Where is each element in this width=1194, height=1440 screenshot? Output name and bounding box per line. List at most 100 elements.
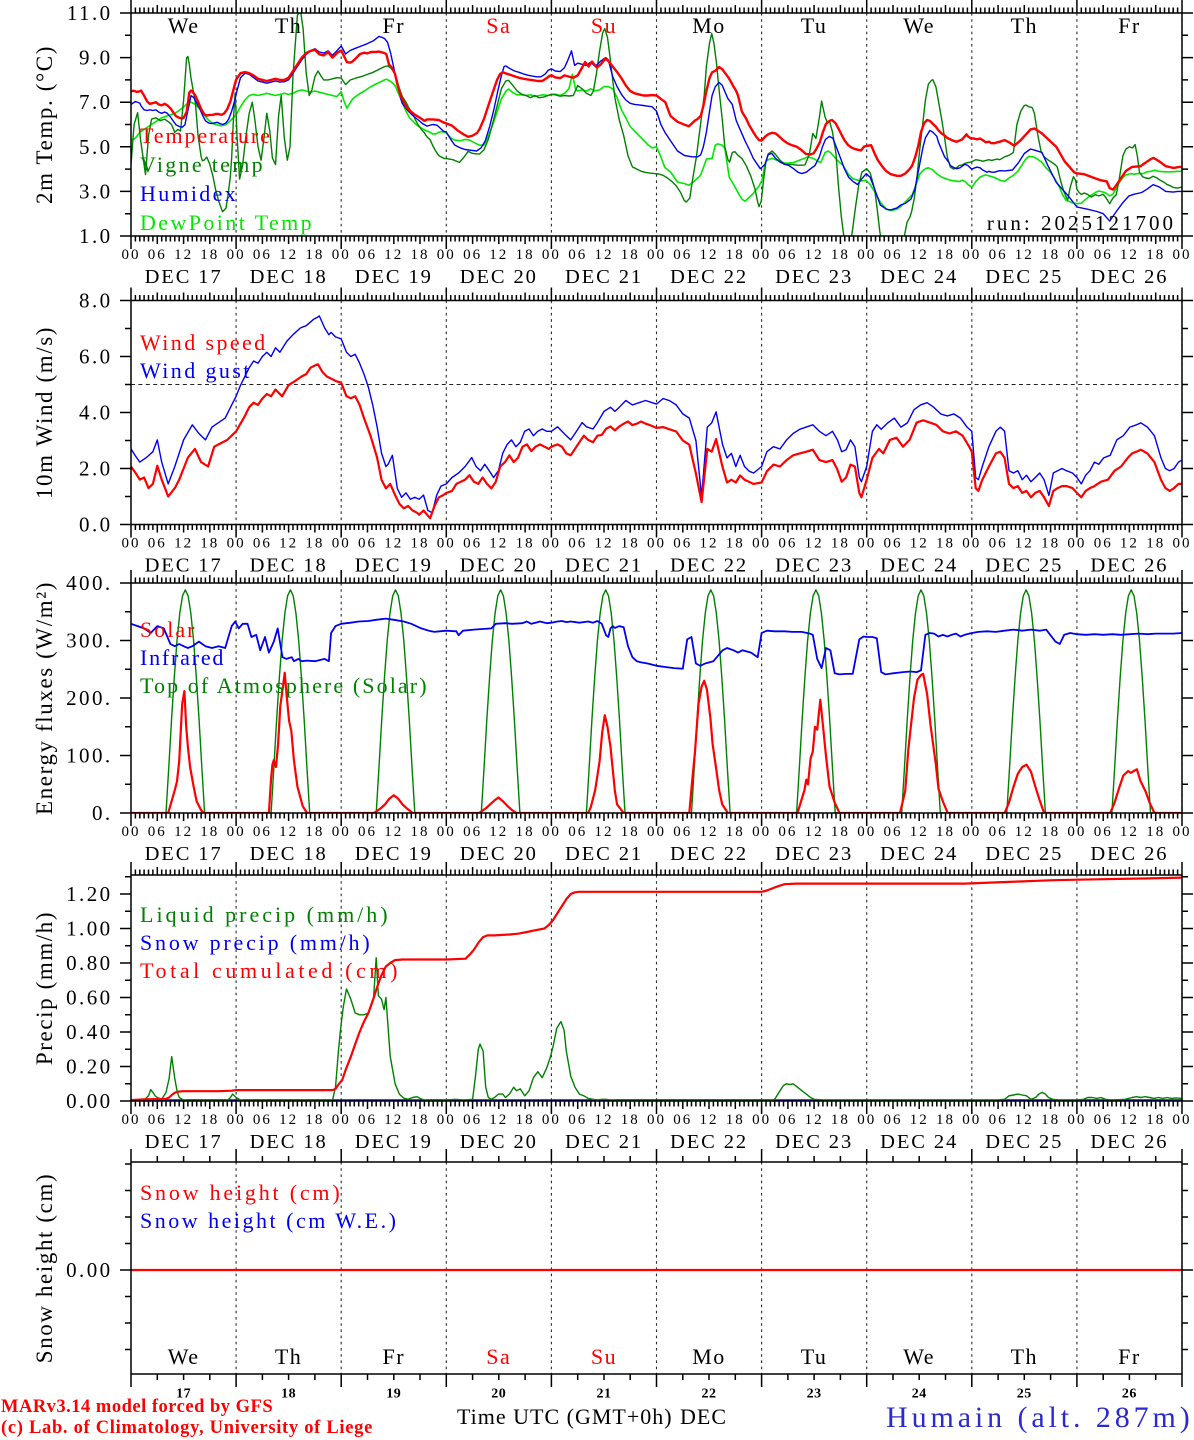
svg-text:Sa: Sa [486,1344,511,1369]
svg-text:12: 12 [489,247,508,263]
svg-text:18: 18 [516,536,535,552]
svg-text:00: 00 [1173,1112,1192,1128]
svg-text:06: 06 [778,536,797,552]
svg-text:Tu: Tu [801,1344,828,1369]
svg-text:12: 12 [805,536,824,552]
svg-text:06: 06 [884,536,903,552]
svg-text:18: 18 [621,247,640,263]
svg-text:18: 18 [411,536,430,552]
svg-text:12: 12 [384,1112,403,1128]
svg-text:18: 18 [621,536,640,552]
svg-text:DEC 17: DEC 17 [145,1131,223,1153]
svg-text:18: 18 [726,247,745,263]
svg-text:06: 06 [884,1112,903,1128]
svg-text:12: 12 [279,247,298,263]
svg-text:DEC 23: DEC 23 [775,1131,853,1153]
svg-text:Tu: Tu [801,13,828,38]
svg-text:12: 12 [700,247,719,263]
svg-text:DEC 18: DEC 18 [250,843,328,865]
svg-text:00: 00 [227,824,246,840]
svg-text:12: 12 [1120,536,1139,552]
svg-text:00: 00 [227,536,246,552]
svg-text:18: 18 [726,536,745,552]
svg-text:12: 12 [1015,824,1034,840]
svg-text:00: 00 [542,1112,561,1128]
svg-text:18: 18 [621,824,640,840]
svg-text:Total cumulated (cm): Total cumulated (cm) [140,958,401,983]
svg-text:12: 12 [595,536,614,552]
svg-text:18: 18 [281,1387,296,1402]
svg-text:Snow height (cm): Snow height (cm) [140,1180,342,1205]
svg-text:12: 12 [384,536,403,552]
svg-text:12: 12 [174,1112,193,1128]
svg-text:12: 12 [805,1112,824,1128]
svg-text:9.0: 9.0 [79,46,112,70]
svg-text:0.80: 0.80 [66,951,112,975]
svg-text:06: 06 [884,247,903,263]
svg-text:Fr: Fr [1118,1344,1141,1369]
svg-text:00: 00 [542,824,561,840]
svg-text:00: 00 [962,1112,981,1128]
svg-text:06: 06 [568,1112,587,1128]
svg-text:DEC 21: DEC 21 [565,843,643,865]
svg-text:00: 00 [647,536,666,552]
svg-text:12: 12 [1015,247,1034,263]
svg-text:6.0: 6.0 [79,345,112,369]
svg-text:DEC 25: DEC 25 [985,843,1063,865]
svg-text:00: 00 [227,247,246,263]
svg-text:12: 12 [279,1112,298,1128]
svg-text:200.: 200. [66,686,112,710]
svg-text:400.: 400. [66,571,112,595]
svg-text:Su: Su [591,1344,617,1369]
svg-text:12: 12 [700,1112,719,1128]
svg-text:00: 00 [122,536,141,552]
svg-text:DEC 24: DEC 24 [880,843,958,865]
svg-text:We: We [168,1344,200,1369]
svg-text:06: 06 [989,824,1008,840]
svg-text:12: 12 [1120,1112,1139,1128]
svg-text:00: 00 [752,536,771,552]
svg-text:Fr: Fr [383,13,406,38]
svg-text:18: 18 [621,1112,640,1128]
svg-text:12: 12 [595,247,614,263]
svg-text:12: 12 [595,824,614,840]
svg-text:DEC 23: DEC 23 [775,266,853,288]
svg-text:Mo: Mo [692,13,726,38]
svg-text:Fr: Fr [1118,13,1141,38]
svg-text:06: 06 [989,1112,1008,1128]
svg-text:DEC: DEC [680,1404,727,1429]
svg-text:06: 06 [253,824,272,840]
svg-text:Time UTC (GMT+0h): Time UTC (GMT+0h) [457,1404,673,1429]
svg-text:00: 00 [122,247,141,263]
svg-text:12: 12 [910,1112,929,1128]
svg-text:Su: Su [591,13,617,38]
svg-text:DEC 21: DEC 21 [565,555,643,577]
svg-text:Temperature: Temperature [140,123,272,148]
svg-text:06: 06 [463,824,482,840]
svg-text:DEC 26: DEC 26 [1090,555,1168,577]
svg-text:Infrared: Infrared [140,645,225,670]
svg-text:We: We [903,1344,935,1369]
svg-text:00: 00 [437,824,456,840]
svg-text:06: 06 [463,1112,482,1128]
svg-text:18: 18 [1146,1112,1165,1128]
svg-text:00: 00 [1067,247,1086,263]
svg-text:00: 00 [962,536,981,552]
svg-text:DEC 18: DEC 18 [250,555,328,577]
svg-text:00: 00 [857,536,876,552]
svg-text:06: 06 [358,536,377,552]
svg-text:06: 06 [1094,824,1113,840]
svg-text:18: 18 [1041,824,1060,840]
svg-text:8.0: 8.0 [79,289,112,313]
svg-text:18: 18 [1041,1112,1060,1128]
svg-text:18: 18 [305,1112,324,1128]
svg-text:12: 12 [700,824,719,840]
svg-text:12: 12 [1120,247,1139,263]
svg-text:06: 06 [148,536,167,552]
svg-text:12: 12 [910,824,929,840]
svg-text:Th: Th [275,1344,302,1369]
svg-text:Th: Th [1011,1344,1038,1369]
svg-text:DEC 23: DEC 23 [775,843,853,865]
svg-text:18: 18 [411,247,430,263]
svg-text:Th: Th [275,13,302,38]
